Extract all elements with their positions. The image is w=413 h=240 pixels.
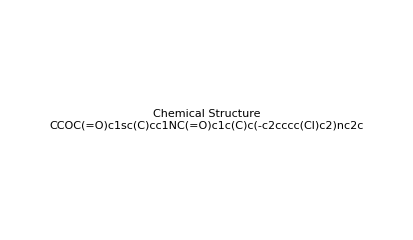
Text: Chemical Structure
CCOC(=O)c1sc(C)cc1NC(=O)c1c(C)c(-c2cccc(Cl)c2)nc2c: Chemical Structure CCOC(=O)c1sc(C)cc1NC(… — [50, 109, 363, 131]
